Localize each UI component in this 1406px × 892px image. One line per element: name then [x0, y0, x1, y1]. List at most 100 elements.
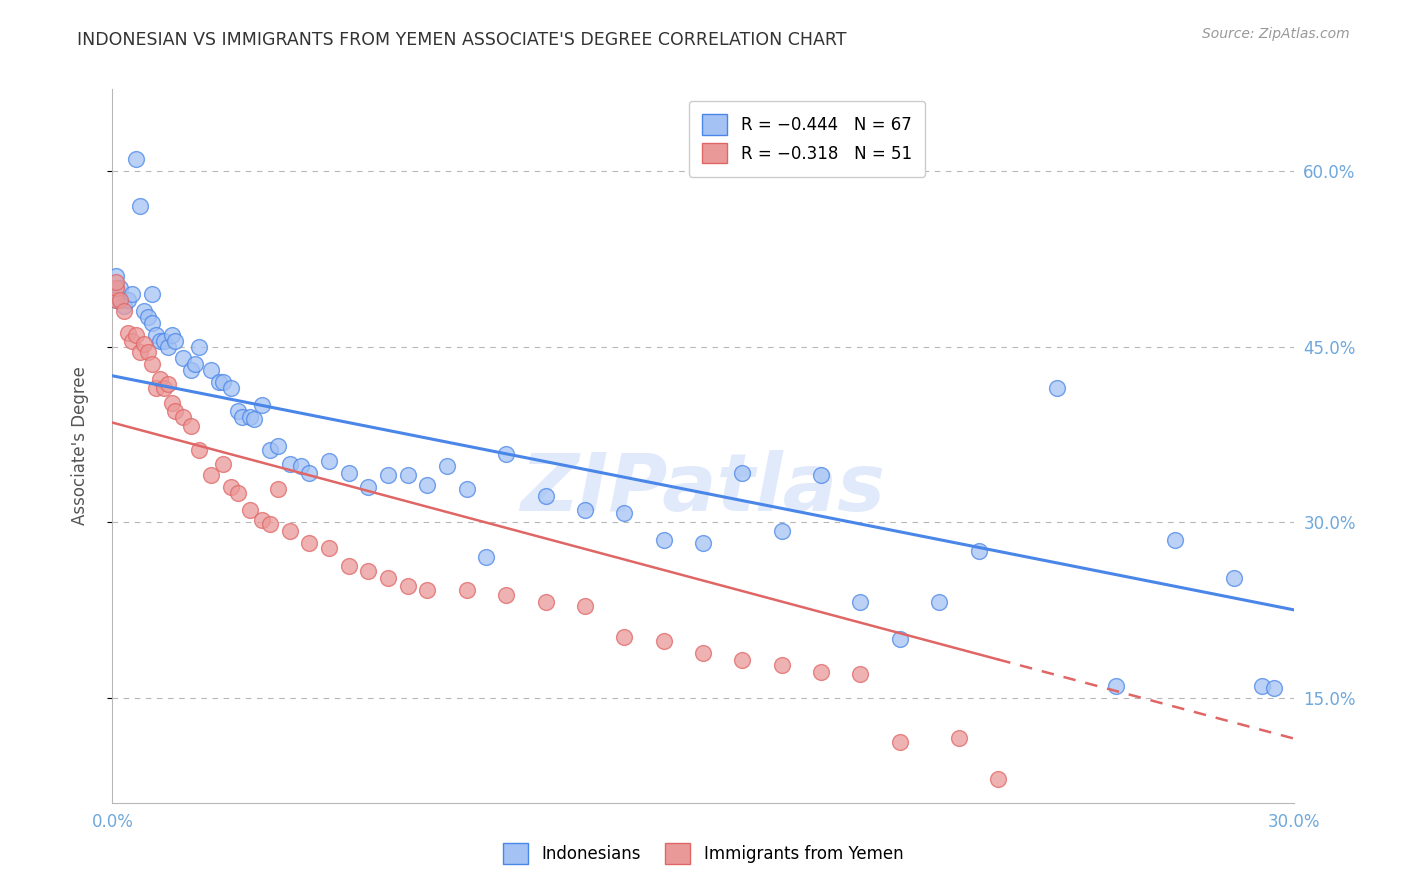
Point [731, 466, 754, 480]
Point [165, 334, 187, 348]
Point [1251, 679, 1274, 693]
Point [318, 541, 340, 555]
Point [243, 412, 266, 426]
Point [731, 653, 754, 667]
Point [416, 582, 439, 597]
Point [290, 458, 312, 473]
Point [495, 447, 517, 461]
Legend: R = −0.444   N = 67, R = −0.318   N = 51: R = −0.444 N = 67, R = −0.318 N = 51 [689, 101, 925, 177]
Point [278, 457, 301, 471]
Text: INDONESIAN VS IMMIGRANTS FROM YEMEN ASSOCIATE'S DEGREE CORRELATION CHART: INDONESIAN VS IMMIGRANTS FROM YEMEN ASSO… [77, 31, 846, 49]
Y-axis label: Associate's Degree: Associate's Degree [70, 367, 89, 525]
Point [692, 536, 714, 550]
Point [613, 630, 636, 644]
Point [152, 380, 174, 394]
Point [141, 287, 163, 301]
Point [105, 275, 128, 289]
Text: Source: ZipAtlas.com: Source: ZipAtlas.com [1202, 27, 1350, 41]
Point [231, 409, 253, 424]
Point [849, 594, 872, 608]
Point [105, 293, 128, 307]
Point [200, 363, 222, 377]
Point [188, 340, 211, 354]
Point [145, 327, 167, 342]
Point [219, 480, 242, 494]
Point [110, 293, 132, 307]
Point [211, 375, 233, 389]
Point [652, 533, 675, 547]
Point [125, 327, 148, 342]
Point [534, 489, 557, 503]
Point [1164, 533, 1187, 547]
Point [228, 404, 250, 418]
Text: ZIPatlas: ZIPatlas [520, 450, 886, 528]
Point [652, 634, 675, 648]
Point [184, 357, 207, 371]
Point [117, 326, 139, 340]
Point [267, 483, 290, 497]
Point [278, 524, 301, 539]
Point [156, 376, 179, 391]
Point [357, 564, 380, 578]
Point [770, 524, 793, 539]
Point [172, 409, 194, 424]
Point [377, 571, 399, 585]
Point [219, 380, 242, 394]
Point [770, 657, 793, 672]
Point [105, 293, 128, 307]
Point [200, 468, 222, 483]
Point [396, 579, 419, 593]
Point [105, 269, 128, 284]
Point [149, 372, 172, 386]
Point [259, 517, 281, 532]
Point [987, 772, 1010, 787]
Point [259, 442, 281, 457]
Point [149, 334, 172, 348]
Point [141, 357, 163, 371]
Point [160, 395, 183, 409]
Point [132, 337, 155, 351]
Point [574, 503, 596, 517]
Point [574, 599, 596, 614]
Point [136, 345, 159, 359]
Point [165, 404, 187, 418]
Point [436, 458, 458, 473]
Point [172, 351, 194, 366]
Point [298, 536, 321, 550]
Point [239, 503, 262, 517]
Point [1263, 681, 1285, 695]
Point [810, 665, 832, 679]
Point [228, 485, 250, 500]
Point [208, 375, 231, 389]
Point [156, 340, 179, 354]
Point [117, 293, 139, 307]
Point [250, 398, 273, 412]
Point [396, 468, 419, 483]
Point [377, 468, 399, 483]
Point [456, 483, 478, 497]
Point [136, 310, 159, 325]
Point [211, 457, 233, 471]
Point [475, 550, 498, 565]
Point [357, 480, 380, 494]
Point [129, 345, 152, 359]
Point [141, 316, 163, 330]
Point [110, 293, 132, 307]
Point [495, 588, 517, 602]
Point [416, 477, 439, 491]
Point [180, 363, 202, 377]
Point [534, 594, 557, 608]
Point [810, 468, 832, 483]
Point [110, 281, 132, 295]
Point [298, 466, 321, 480]
Point [105, 281, 128, 295]
Point [613, 506, 636, 520]
Point [129, 199, 152, 213]
Point [180, 419, 202, 434]
Point [145, 380, 167, 394]
Point [337, 559, 360, 574]
Point [121, 334, 143, 348]
Point [160, 327, 183, 342]
Point [1105, 679, 1128, 693]
Point [121, 287, 143, 301]
